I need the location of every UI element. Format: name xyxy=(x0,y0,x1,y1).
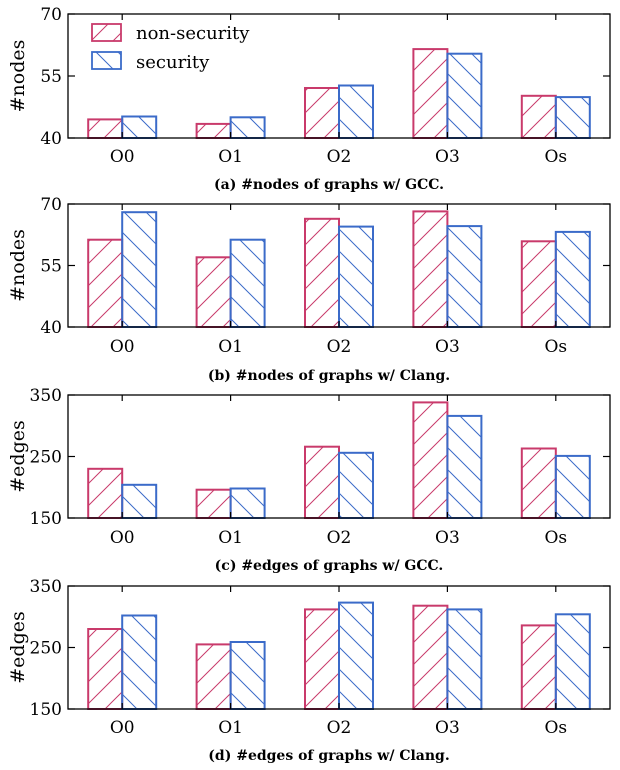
bar-non-security-O1 xyxy=(195,488,232,520)
bar-security-O1 xyxy=(229,238,266,328)
bar-non-security-Os xyxy=(520,94,557,140)
y-tick-label: 150 xyxy=(30,509,62,529)
panel-caption: (a) #nodes of graphs w/ GCC. xyxy=(214,177,444,193)
x-tick-label: Os xyxy=(544,337,567,357)
y-tick-label: 70 xyxy=(40,5,62,25)
x-tick-label: O2 xyxy=(327,528,352,548)
x-tick-label: O0 xyxy=(110,718,135,738)
legend-swatch-non-security xyxy=(91,23,122,42)
y-axis-label: #edges xyxy=(7,420,29,492)
x-tick-label: O1 xyxy=(218,528,243,548)
bar-security-O2 xyxy=(338,225,374,329)
bar-non-security-O0 xyxy=(87,238,124,328)
x-tick-label: O2 xyxy=(327,718,352,738)
y-tick-label: 55 xyxy=(40,257,62,277)
bar-non-security-O0 xyxy=(87,118,124,140)
x-tick-label: O1 xyxy=(218,147,243,167)
bar-security-O0 xyxy=(121,115,158,139)
panel-caption: (c) #edges of graphs w/ GCC. xyxy=(215,558,444,574)
panel-caption: (b) #nodes of graphs w/ Clang. xyxy=(208,368,450,384)
bar-security-O0 xyxy=(121,211,158,328)
bar-non-security-Os xyxy=(520,624,557,711)
legend: non-security security xyxy=(91,23,250,73)
bar-non-security-O3 xyxy=(412,401,449,519)
bar-security-O1 xyxy=(229,641,266,710)
y-tick-label: 40 xyxy=(40,318,62,338)
bar-security-Os xyxy=(554,230,591,328)
bar-non-security-O2 xyxy=(304,608,340,711)
legend-label-security: security xyxy=(136,52,210,73)
bar-non-security-O1 xyxy=(195,256,232,328)
x-tick-label: O3 xyxy=(435,718,460,738)
bar-security-Os xyxy=(554,613,591,710)
y-tick-label: 250 xyxy=(30,639,62,659)
x-tick-label: O1 xyxy=(218,337,243,357)
x-tick-label: O3 xyxy=(435,337,460,357)
bar-non-security-O1 xyxy=(195,122,232,140)
y-axis-label: #nodes xyxy=(7,229,29,302)
y-tick-label: 150 xyxy=(30,700,62,720)
chart-panel: 40 55 70 O0 O1 O2 O3 Os #nodes (a) #nodes of grap… xyxy=(7,5,611,193)
bar-security-O1 xyxy=(229,487,266,519)
bar-security-Os xyxy=(554,454,591,519)
y-tick-label: 350 xyxy=(30,577,62,597)
y-tick-label: 350 xyxy=(30,386,62,406)
x-tick-label: O2 xyxy=(327,337,352,357)
x-tick-label: O0 xyxy=(110,528,135,548)
chart-panel: 150 250 350 O0 O1 O2 O3 Os #edges (c) #edges of g… xyxy=(7,386,611,574)
legend-label-non-security: non-security xyxy=(136,23,250,44)
chart-panels: 40 55 70 O0 O1 O2 O3 Os #nodes (a) #nodes of grap… xyxy=(7,5,611,764)
y-tick-label: 55 xyxy=(40,67,62,87)
x-tick-label: Os xyxy=(544,528,567,548)
bar-non-security-O0 xyxy=(87,467,124,519)
x-tick-label: O3 xyxy=(435,528,460,548)
bar-security-O0 xyxy=(121,614,158,710)
x-tick-label: Os xyxy=(544,718,567,738)
bar-security-O3 xyxy=(446,414,483,519)
legend-swatch-security xyxy=(91,51,122,70)
y-tick-label: 250 xyxy=(30,448,62,468)
bar-security-O1 xyxy=(229,116,266,140)
panel-caption: (d) #edges of graphs w/ Clang. xyxy=(208,748,449,764)
bar-non-security-Os xyxy=(520,240,557,328)
bar-security-Os xyxy=(554,96,591,139)
x-tick-label: O0 xyxy=(110,337,135,357)
bar-non-security-O2 xyxy=(304,87,340,139)
bar-non-security-O2 xyxy=(304,445,340,520)
bar-security-O3 xyxy=(446,225,483,329)
y-tick-label: 40 xyxy=(40,129,62,149)
x-tick-label: O0 xyxy=(110,147,135,167)
y-tick-label: 70 xyxy=(40,195,62,215)
bar-non-security-O3 xyxy=(412,210,449,328)
bar-non-security-O2 xyxy=(304,217,340,328)
bar-security-O2 xyxy=(338,84,374,139)
bar-security-O2 xyxy=(338,601,374,710)
bar-non-security-O3 xyxy=(412,604,449,711)
chart-panel: 150 250 350 O0 O1 O2 O3 Os #edges (d) #edges of g… xyxy=(7,577,611,764)
bar-non-security-O0 xyxy=(87,628,124,710)
bar-security-O2 xyxy=(338,451,374,519)
bar-non-security-O1 xyxy=(195,643,232,711)
x-tick-label: Os xyxy=(544,147,567,167)
x-tick-label: O2 xyxy=(327,147,352,167)
y-axis-label: #nodes xyxy=(7,40,29,113)
bar-security-O0 xyxy=(121,483,158,519)
bar-non-security-Os xyxy=(520,447,557,519)
x-tick-label: O3 xyxy=(435,147,460,167)
chart-panel: 40 55 70 O0 O1 O2 O3 Os #nodes (b) #nodes of grap… xyxy=(7,195,611,384)
x-tick-label: O1 xyxy=(218,718,243,738)
bar-security-O3 xyxy=(446,608,483,711)
y-axis-label: #edges xyxy=(7,611,29,683)
bar-security-O3 xyxy=(446,52,483,140)
bar-non-security-O3 xyxy=(412,48,449,139)
